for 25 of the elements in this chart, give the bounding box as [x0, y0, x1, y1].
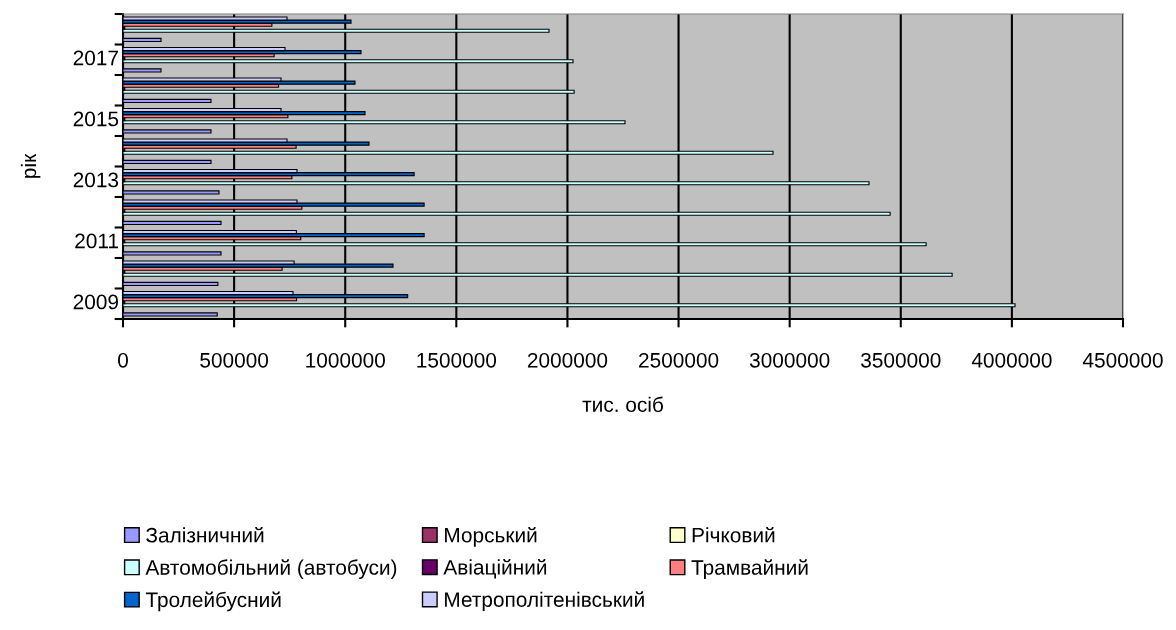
- y-axis-title: рік: [20, 153, 41, 178]
- x-tick-label: 3000000: [749, 352, 830, 368]
- x-tick-label: 4500000: [1082, 352, 1163, 368]
- y-tick-label: 2017: [73, 50, 118, 66]
- legend-label: Трамвайний: [691, 559, 808, 579]
- y-tick-label: 2015: [73, 111, 119, 127]
- legend-label: Залізничний: [146, 526, 264, 543]
- x-tick-label: 500000: [200, 352, 269, 368]
- x-tick-label: 4000000: [971, 352, 1052, 368]
- legend-label: Авіаційний: [443, 559, 547, 579]
- legend-label: Річковий: [692, 526, 775, 543]
- legend-label: Автомобільний (автобуси): [145, 559, 397, 579]
- x-tick-label: 1500000: [417, 352, 497, 368]
- y-tick-label: 2013: [73, 172, 119, 188]
- x-tick-label: 0: [118, 352, 128, 368]
- x-tick-label: 3500000: [861, 352, 941, 368]
- x-tick-label: 1000000: [306, 352, 385, 368]
- x-tick-label: 2000000: [527, 352, 608, 368]
- y-tick-label: 2011: [75, 233, 118, 249]
- y-tick-label: 2009: [73, 294, 119, 310]
- x-tick-label: 2500000: [639, 352, 719, 368]
- legend-label: Тролейбусний: [145, 591, 281, 612]
- legend-label: Метрополітенівський: [445, 591, 644, 612]
- x-axis-title: тис. осіб: [582, 396, 663, 413]
- legend-label: Морський: [445, 526, 537, 547]
